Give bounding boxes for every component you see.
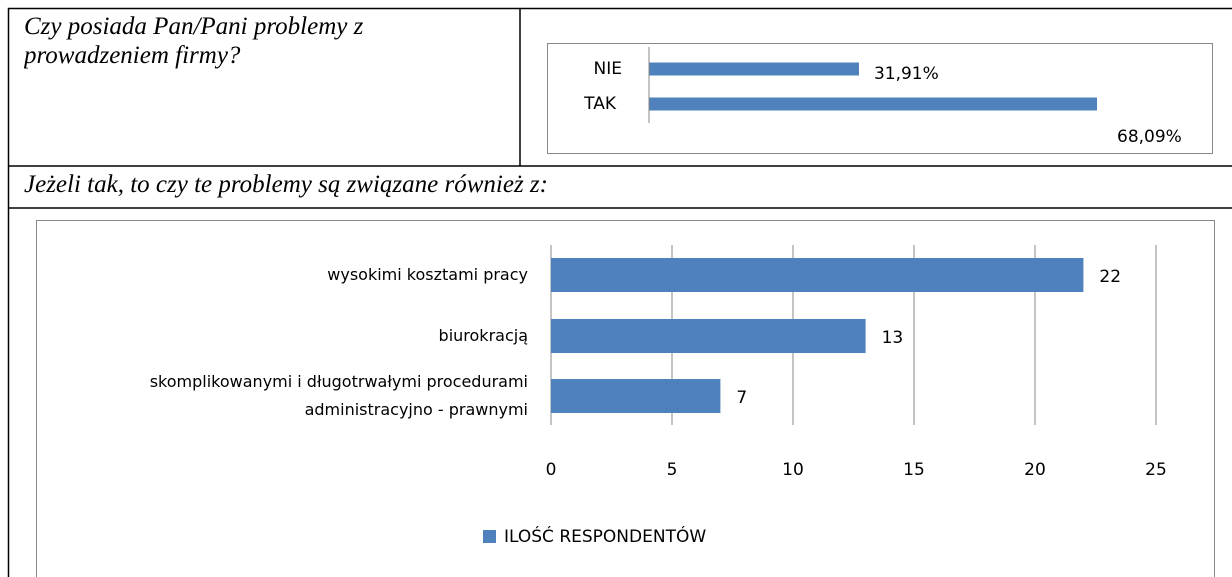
category-label-box: wysokimi kosztami pracy — [327, 265, 528, 284]
value-label: 22 — [1099, 267, 1121, 287]
value-label: 68,09% — [1117, 127, 1182, 147]
category-label-box: skomplikowanymi i długotrwałymi procedur… — [149, 372, 528, 419]
x-tick-label: 20 — [1024, 460, 1046, 480]
category-label: NIE — [594, 59, 622, 79]
category-label: biurokracją — [438, 326, 528, 345]
x-tick-label: 10 — [782, 460, 804, 480]
question: Jeżeli tak, to czy te problemy są związa… — [24, 171, 548, 198]
legend-swatch — [483, 530, 496, 543]
value-label: 31,91% — [874, 64, 939, 84]
x-tick-label: 25 — [1145, 460, 1167, 480]
value-label: 13 — [882, 328, 904, 348]
bar — [649, 97, 1097, 111]
bar — [551, 379, 721, 413]
category-label: skomplikowanymi i długotrwałymi procedur… — [149, 372, 528, 419]
bar — [551, 258, 1084, 292]
category-label: wysokimi kosztami pracy — [327, 265, 528, 284]
bar — [649, 62, 859, 76]
x-tick-label: 0 — [546, 460, 557, 480]
question: Czy posiada Pan/Pani problemy z prowadze… — [24, 13, 364, 69]
question-cell: Jeżeli tak, to czy te problemy są związa… — [24, 171, 548, 198]
category-label-box: biurokracją — [438, 326, 528, 345]
legend-label: ILOŚĆ RESPONDENTÓW — [504, 525, 706, 547]
bar — [551, 319, 866, 353]
table-border — [7, 7, 1232, 577]
value-label: 7 — [736, 388, 747, 408]
x-tick-label: 5 — [667, 460, 678, 480]
question-cell: Czy posiada Pan/Pani problemy z prowadze… — [24, 13, 364, 69]
x-tick-label: 15 — [903, 460, 925, 480]
category-label: TAK — [583, 94, 617, 114]
